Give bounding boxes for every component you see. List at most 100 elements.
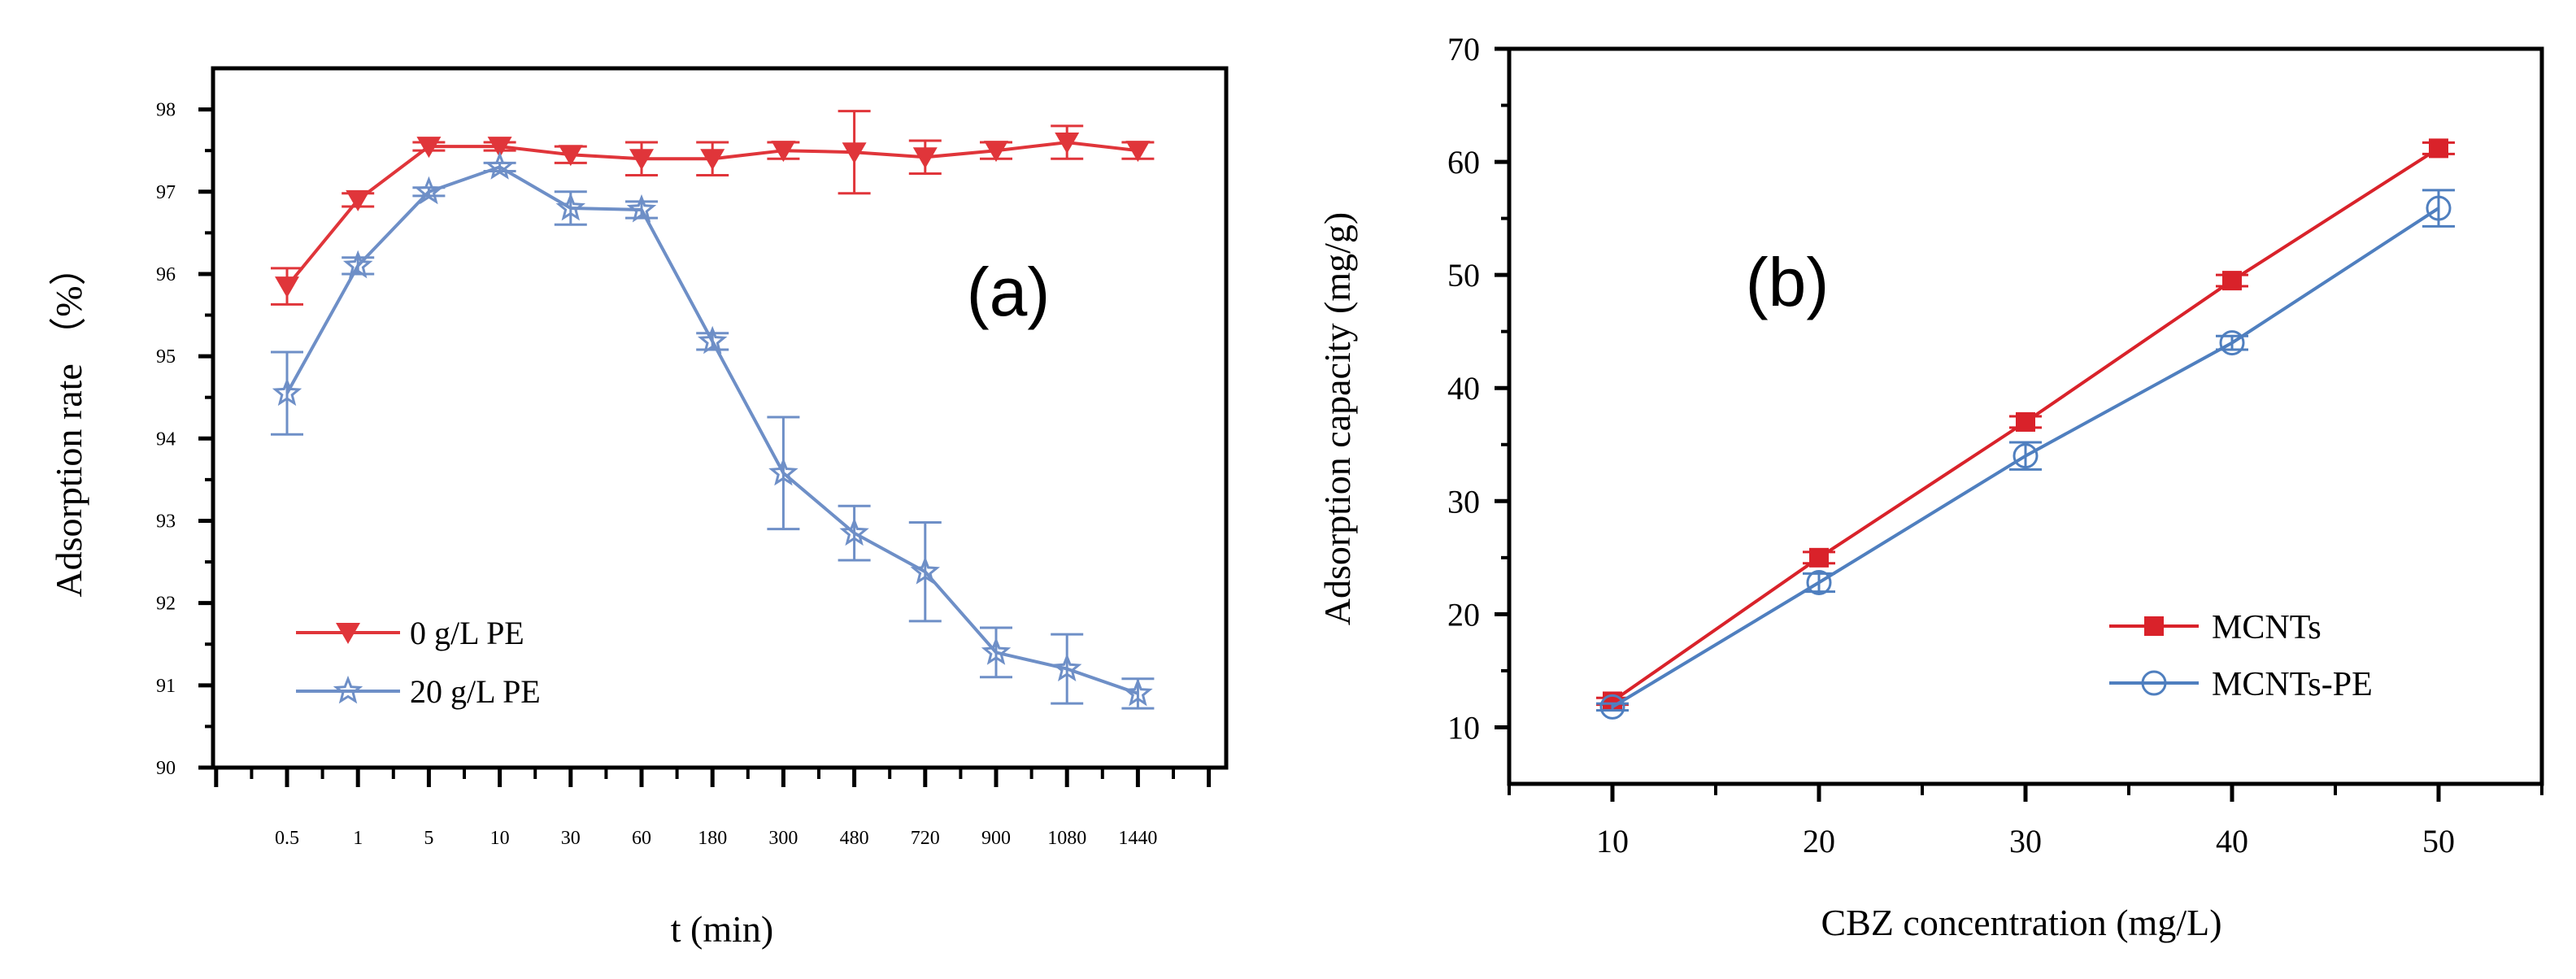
panel-b-y-tick-label: 60 [1447, 144, 1480, 181]
panel-a-tick-labels: 90 91 92 93 94 95 96 97 98 0.5 1 5 10 30 60 180 300 480 72… [156, 100, 1157, 849]
panel-a-x-tick-label: 1080 [1047, 828, 1086, 849]
panel-a-legend-item: 20 g/L PE [296, 673, 541, 710]
panel-b-legend-label: MCNTs-PE [2212, 666, 2373, 703]
panel-b-x-tick-label: 20 [1803, 823, 1835, 859]
panel-a-y-tick-label: 90 [156, 758, 176, 779]
panel-b-y-tick-label: 20 [1447, 596, 1480, 633]
panel-a-data-point [700, 149, 725, 171]
panel-a-data-point [487, 137, 512, 159]
panel-a-x-tick-label: 10 [490, 828, 510, 849]
panel-a-x-tick-label: 180 [698, 828, 727, 849]
panel-a-data-point [697, 325, 728, 355]
panel-a-plot-frame [211, 66, 1229, 770]
panel-a-x-tick-label: 1440 [1118, 828, 1157, 849]
panel-a-x-tick-label: 0.5 [275, 828, 299, 849]
panel-b-data-point [2012, 443, 2039, 469]
panel-b-y-tick-label: 40 [1447, 370, 1480, 407]
panel-a-data-point [416, 137, 442, 159]
panel-a-label: (a) [967, 254, 1051, 330]
panel-a-legend-label: 20 g/L PE [410, 673, 541, 710]
panel-a-y-tick-label: 96 [156, 264, 176, 285]
panel-a-x-tick-label: 900 [981, 828, 1011, 849]
panel-a-plot-border [211, 66, 1229, 770]
panel-a-data-point [272, 377, 302, 407]
panel-a-legend-item: 0 g/L PE [296, 615, 524, 651]
panel-b-y-tick-label: 10 [1447, 709, 1480, 746]
panel-a-y-tick-label: 95 [156, 346, 176, 368]
panel-a-y-tick-label: 94 [156, 429, 176, 450]
panel-b-legend-marker [2141, 670, 2167, 696]
panel-a-y-tick-label: 92 [156, 594, 176, 615]
panel-a-data-point [629, 149, 654, 171]
panel-a-data-point [342, 250, 373, 279]
panel-a-data-point [1125, 141, 1151, 163]
panel-a-data-point [912, 147, 938, 169]
panel-a-data-point [981, 637, 1012, 665]
panel-a-data-point [558, 145, 583, 167]
panel-a-chart: 90 91 92 93 94 95 96 97 98 0.5 1 5 10 30 60 180 300 480 72… [48, 66, 1229, 950]
panel-a-y-tick-label: 93 [156, 511, 176, 532]
panel-b-label: (b) [1746, 244, 1830, 320]
panel-b-data-point [2429, 138, 2448, 159]
panel-b-ticks [1495, 46, 2543, 802]
panel-a-x-tick-label: 300 [768, 828, 798, 849]
panel-a-x-tick-label: 1 [353, 828, 363, 849]
panel-b-data-point [2426, 195, 2452, 221]
panel-a-data-point [555, 192, 586, 221]
panel-a-data-point [984, 141, 1008, 163]
panel-b-data-point [1599, 694, 1625, 720]
panel-b-tick-labels: 10 20 30 40 50 60 70 10 20 30 40 50 [1447, 31, 2455, 859]
panel-a-data-point [414, 176, 444, 205]
panel-a-data-point [346, 189, 371, 211]
panel-a-data-point [842, 142, 867, 164]
panel-b-legend-item: MCNTs [2109, 609, 2321, 646]
panel-a-x-tick-label: 30 [561, 828, 581, 849]
panel-a-legend-label: 0 g/L PE [410, 615, 524, 651]
panel-b-chart: 10 20 30 40 50 60 70 10 20 30 40 50 MCNTs MCNTs-PE (… [1316, 31, 2544, 943]
panel-a-legend-marker [333, 675, 363, 704]
panel-a-data-point [275, 276, 299, 298]
panel-b-data-point [1809, 547, 1829, 568]
panel-b-legend-label: MCNTs [2212, 609, 2321, 646]
panel-a-data-point [1055, 133, 1080, 154]
panel-a-series-1 [271, 110, 1155, 306]
panel-b-series [1596, 138, 2455, 720]
panel-b-data-point [2219, 330, 2245, 356]
panel-a-data-point [771, 141, 796, 163]
panel-b-data-point [2222, 271, 2242, 291]
panel-b-data-point [1806, 569, 1832, 595]
panel-a-data-point [768, 457, 798, 486]
panel-a-x-tick-label: 720 [911, 828, 940, 849]
panel-a-y-axis-label: Adsorption rate （%） [48, 248, 89, 597]
panel-a-x-tick-label: 480 [840, 828, 869, 849]
panel-b-y-tick-label: 50 [1447, 257, 1480, 294]
panel-a-data-point [485, 151, 515, 180]
panel-b-series-1 [1596, 138, 2455, 711]
panel-b-x-axis-label: CBZ concentration (mg/L) [1821, 902, 2221, 943]
panel-a-y-tick-label: 91 [156, 676, 176, 697]
panel-a-x-axis-label: t (min) [671, 908, 773, 950]
panel-b-y-axis-label: Adsorption capacity (mg/g) [1316, 212, 1358, 625]
panel-a-series [271, 110, 1155, 710]
panel-a-data-point [1123, 677, 1153, 707]
panel-b-y-tick-label: 70 [1447, 31, 1480, 67]
panel-b-y-tick-label: 30 [1447, 483, 1480, 520]
panel-b-legend-marker [2144, 616, 2164, 636]
panel-b-x-tick-label: 50 [2422, 823, 2455, 859]
panel-b-legend-item: MCNTs-PE [2109, 666, 2373, 703]
panel-a-data-point [910, 556, 941, 585]
panel-b-x-tick-label: 40 [2216, 823, 2248, 859]
panel-b-legend: MCNTs MCNTs-PE [2109, 609, 2373, 703]
panel-a-x-tick-label: 5 [424, 828, 433, 849]
panel-b-data-point [2016, 411, 2035, 432]
panel-a-y-tick-label: 97 [156, 182, 176, 203]
panel-a-data-point [1051, 653, 1082, 682]
panel-a-x-tick-label: 60 [632, 828, 651, 849]
panel-b-x-tick-label: 10 [1596, 823, 1629, 859]
panel-a-y-tick-label: 98 [156, 100, 176, 121]
panel-a-legend-marker [336, 623, 360, 644]
panel-a-series-2 [271, 151, 1155, 710]
panel-b-series-2 [1596, 189, 2455, 720]
